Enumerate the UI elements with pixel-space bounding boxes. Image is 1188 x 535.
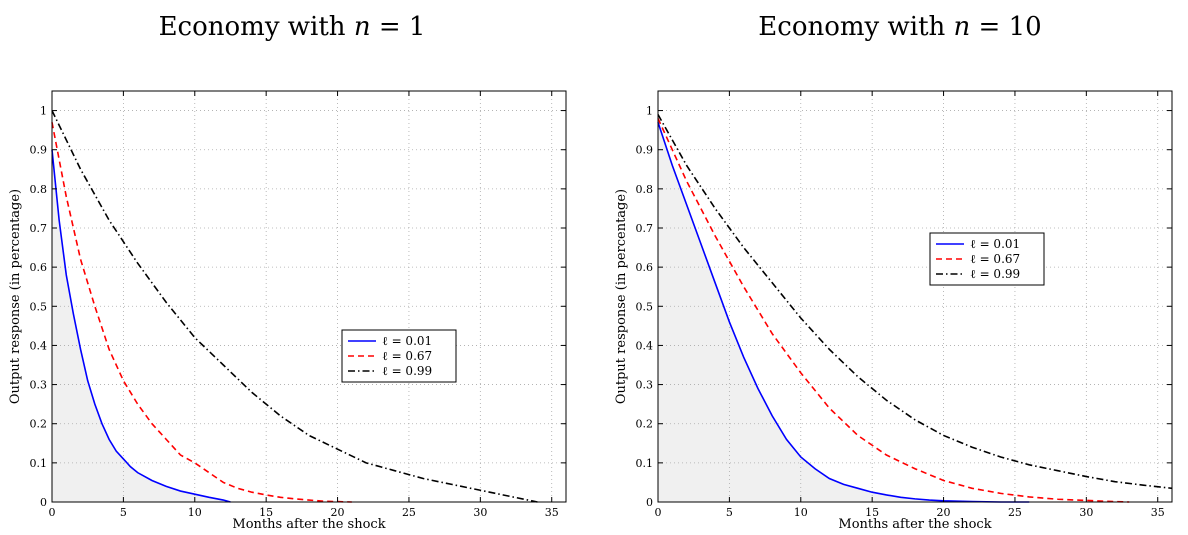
y-tick-label: 0: [646, 496, 653, 509]
y-axis-label: Output response (in percentage): [614, 189, 629, 404]
chart-title-suffix: = 1: [371, 12, 426, 42]
x-axis-label: Months after the shock: [232, 517, 385, 532]
y-tick-label: 0: [40, 496, 47, 509]
y-tick-label: 0.3: [636, 379, 654, 392]
series-line-2: [51, 122, 352, 503]
y-tick-label: 0.6: [636, 261, 654, 274]
y-tick-label: 0.8: [30, 183, 48, 196]
legend: ℓ = 0.01ℓ = 0.67ℓ = 0.99: [341, 329, 457, 383]
shaded-area: [52, 149, 231, 502]
chart-title-var: n: [354, 12, 371, 42]
chart-panel-1: Economy with n = 1 0 5 10 15 20 25 30 35 0 0.1 0.2 0…: [8, 12, 567, 532]
x-tick-label: 0: [49, 506, 56, 519]
x-tick-label: 10: [794, 506, 808, 519]
x-tick-label: 30: [1079, 506, 1093, 519]
y-tick-label: 0.7: [636, 222, 654, 235]
x-tick-label: 15: [259, 506, 273, 519]
legend-label-1: ℓ = 0.01: [970, 237, 1020, 251]
legend-label-2: ℓ = 0.67: [382, 349, 432, 363]
chart-title-var: n: [954, 12, 971, 42]
chart-title: Economy with n = 1: [159, 12, 426, 42]
y-tick-label: 0.9: [636, 144, 654, 157]
series-line-3: [51, 110, 538, 503]
x-tick-label: 0: [655, 506, 662, 519]
y-tick-label: 0.7: [30, 222, 48, 235]
chart-title-prefix: Economy with: [159, 12, 354, 42]
x-tick-label: 20: [937, 506, 951, 519]
x-tick-label: 5: [120, 506, 127, 519]
series-line-1: [51, 149, 231, 503]
chart-title: Economy with n = 10: [758, 12, 1041, 42]
y-tick-label: 0.1: [30, 457, 48, 470]
y-tick-label: 1: [646, 105, 653, 118]
shaded-area: [658, 122, 1030, 503]
x-tick-label: 30: [473, 506, 487, 519]
x-tick-label: 35: [545, 506, 559, 519]
chart-title-prefix: Economy with: [758, 12, 953, 42]
y-tick-label: 0.2: [30, 418, 48, 431]
series-line-2: [657, 118, 1130, 503]
chart-panel-2: Economy with n = 10 0 5 10 15 20 25 30 35 0 0.1 0.2…: [614, 12, 1173, 532]
plot-area: [52, 91, 566, 502]
chart-title-suffix: = 10: [970, 12, 1041, 42]
x-tick-label: 25: [1008, 506, 1022, 519]
axes-frame: [657, 90, 1173, 503]
x-tick-label: 5: [726, 506, 733, 519]
y-tick-label: 0.6: [30, 261, 48, 274]
y-axis-label: Output response (in percentage): [8, 189, 23, 404]
y-tick-label: 0.2: [636, 418, 654, 431]
legend: ℓ = 0.01ℓ = 0.67ℓ = 0.99: [929, 232, 1045, 286]
y-tick-label: 0.5: [636, 300, 654, 313]
series-line-3: [657, 114, 1173, 490]
axes-frame: [51, 90, 567, 503]
legend-label-3: ℓ = 0.99: [970, 267, 1020, 281]
x-tick-label: 20: [331, 506, 345, 519]
series-line-1: [657, 122, 1030, 503]
x-tick-label: 15: [865, 506, 879, 519]
legend-label-3: ℓ = 0.99: [382, 364, 432, 378]
y-tick-label: 1: [40, 105, 47, 118]
x-tick-label: 10: [188, 506, 202, 519]
y-tick-label: 0.1: [636, 457, 654, 470]
y-tick-label: 0.4: [30, 339, 48, 352]
x-axis-label: Months after the shock: [838, 517, 991, 532]
x-tick-label: 35: [1151, 506, 1165, 519]
y-tick-label: 0.8: [636, 183, 654, 196]
legend-label-1: ℓ = 0.01: [382, 334, 432, 348]
y-tick-label: 0.5: [30, 300, 48, 313]
y-tick-label: 0.4: [636, 339, 654, 352]
legend-label-2: ℓ = 0.67: [970, 252, 1020, 266]
y-tick-label: 0.9: [30, 144, 48, 157]
y-tick-label: 0.3: [30, 379, 48, 392]
x-tick-label: 25: [402, 506, 416, 519]
